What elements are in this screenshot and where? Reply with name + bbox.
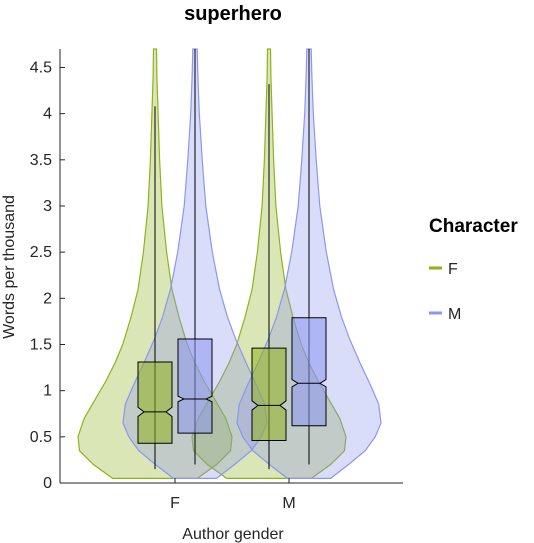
y-tick-label: 0.5: [30, 429, 52, 446]
y-tick-label: 1.5: [30, 336, 52, 353]
y-tick-label: 0: [43, 475, 52, 492]
box-m-m: [291, 317, 327, 427]
x-axis-label: Author gender: [182, 526, 284, 543]
plot-area: 0 0.5 1 1.5 2 2.5 3 3.5 4 4.5 F M: [30, 48, 403, 512]
chart-title: superhero: [184, 3, 282, 25]
y-tick-label: 1: [43, 383, 52, 400]
y-tick-label: 3: [43, 198, 52, 215]
legend: Character F M: [429, 216, 518, 323]
y-tick-label: 4.5: [30, 59, 52, 76]
y-tick-label: 4: [43, 106, 52, 123]
y-axis-label: Words per thousand: [1, 195, 18, 339]
box-f-f: [137, 361, 173, 444]
box-m-f: [177, 338, 213, 434]
y-tick-label: 2: [43, 290, 52, 307]
x-tick-label: M: [282, 495, 295, 512]
legend-label-f: F: [448, 261, 458, 278]
box-f-m: [251, 347, 287, 442]
y-tick-label: 3.5: [30, 152, 52, 169]
legend-label-m: M: [448, 306, 461, 323]
x-tick-label: F: [170, 495, 180, 512]
y-tick-label: 2.5: [30, 244, 52, 261]
legend-title: Character: [429, 216, 518, 237]
